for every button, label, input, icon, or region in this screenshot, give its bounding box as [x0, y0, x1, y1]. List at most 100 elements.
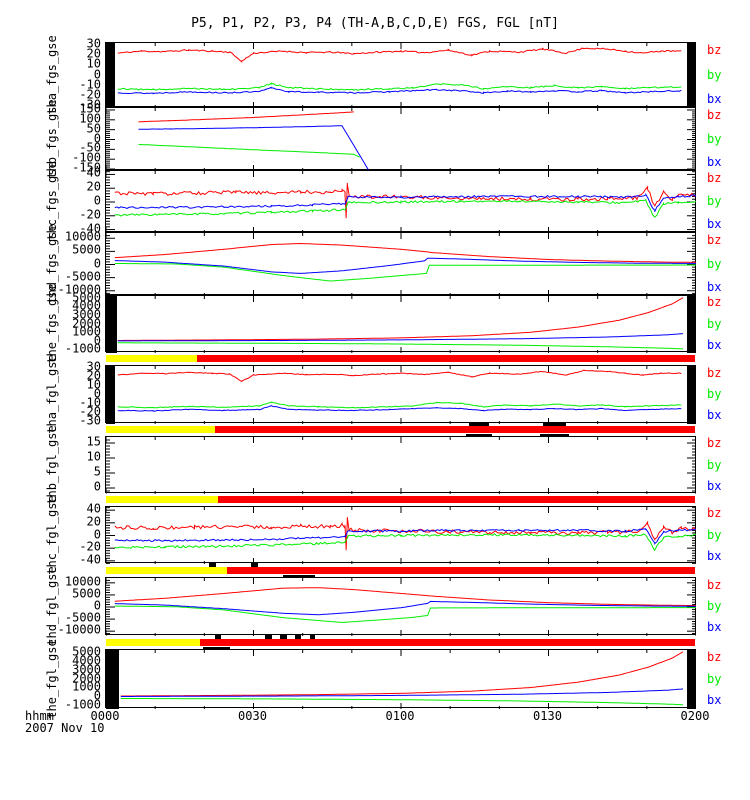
data-gap-left-bar	[106, 296, 117, 353]
quality-bar	[106, 355, 695, 362]
legend-bx: bx	[707, 279, 722, 294]
panel-the_fgs_gse	[105, 295, 696, 353]
series-bz	[138, 111, 354, 123]
y-tick-label: 3000	[72, 662, 101, 677]
series-by	[120, 698, 684, 706]
panel-plot-area	[106, 650, 696, 709]
y-tick-label: -20	[79, 539, 101, 554]
y-tick-label: 10	[86, 449, 101, 464]
y-tick-label: 0	[93, 386, 101, 401]
series-bz	[117, 297, 684, 341]
y-tick-label: -100	[72, 150, 101, 165]
x-tick-label: 0200	[680, 709, 710, 723]
data-gap-mark	[209, 563, 217, 567]
y-tick-label: 10000	[64, 574, 101, 589]
y-tick-label: -20	[79, 404, 101, 419]
series-bz	[114, 242, 696, 263]
y-tick-label: -150	[72, 160, 101, 175]
data-gap-mark	[468, 422, 490, 426]
series-by	[114, 198, 696, 218]
y-tick-label: 5000	[72, 644, 101, 659]
legend-by: by	[707, 599, 722, 613]
y-tick-label: -10000	[57, 622, 101, 637]
series-by	[114, 262, 696, 282]
y-tick-label: 0	[93, 131, 101, 145]
legend-bx: bx	[707, 154, 722, 169]
series-by	[117, 342, 684, 350]
y-tick-label: -10000	[57, 282, 101, 297]
y-tick-label: 4000	[72, 653, 101, 668]
legend-bz: bz	[707, 649, 722, 664]
panel-plot-area	[106, 437, 696, 494]
y-tick-label: -50	[79, 140, 101, 155]
data-gap-mark	[250, 563, 258, 567]
y-tick-label: 2000	[72, 316, 101, 330]
y-tick-label: 100	[79, 111, 101, 126]
series-by	[138, 143, 360, 158]
y-tick-label: 10	[86, 377, 101, 392]
x-tick-label: 0130	[533, 709, 562, 723]
legend-by: by	[707, 387, 722, 401]
series-bx	[117, 333, 684, 342]
legend-by: by	[707, 194, 722, 208]
y-axis-label: thd_fgl_gse	[45, 566, 59, 646]
y-tick-label: -40	[79, 221, 101, 236]
y-tick-label: 40	[86, 501, 101, 516]
quality-bar-yellow	[106, 496, 218, 503]
quality-bar-red	[218, 496, 695, 503]
y-tick-label: 0	[93, 598, 101, 613]
x-tick-label: 0000	[90, 709, 120, 723]
y-tick-label: 0	[93, 479, 101, 494]
data-gap-mark	[280, 635, 288, 639]
y-tick-label: 10	[86, 56, 101, 71]
y-tick-label: 10000	[64, 229, 101, 244]
legend-bx: bx	[707, 620, 722, 635]
x-axis-date-label: 2007 Nov 10	[25, 721, 105, 735]
legend-by: by	[707, 131, 722, 146]
y-tick-label: 0	[93, 193, 101, 208]
legend-bz: bz	[707, 365, 722, 380]
data-gap-left-bar	[106, 650, 119, 709]
panel-plot-area	[106, 171, 696, 233]
y-tick-label: -1000	[64, 697, 101, 712]
y-tick-label: 1000	[72, 679, 101, 694]
panel-thd_fgl_gse	[105, 577, 696, 636]
y-tick-label: 40	[86, 165, 101, 180]
y-tick-label: 150	[79, 101, 101, 116]
data-gap-mark	[309, 635, 316, 639]
data-gap-left-bar	[106, 366, 115, 424]
panel-plot-area	[106, 296, 696, 353]
panel-thd_fgs_gse	[105, 232, 696, 296]
plot-title: P5, P1, P2, P3, P4 (TH-A,B,C,D,E) FGS, F…	[191, 16, 559, 31]
quality-bar	[106, 639, 695, 646]
y-tick-label: 2000	[72, 671, 101, 685]
y-tick-label: 20	[86, 46, 101, 61]
series-bz	[117, 47, 682, 64]
panel-plot-area	[106, 233, 696, 296]
panel-thb_fgl_gse	[105, 436, 696, 494]
series-bx	[114, 600, 696, 616]
y-tick-label: -5000	[64, 269, 101, 284]
legend-bz: bz	[707, 171, 722, 186]
quality-bar	[106, 426, 695, 433]
series-by	[114, 605, 696, 624]
x-tick-label: 0030	[238, 709, 267, 723]
y-tick-label: -5000	[64, 610, 101, 625]
quality-bar-red	[227, 567, 695, 574]
y-tick-label: 0	[93, 688, 101, 703]
legend-by: by	[707, 671, 722, 686]
legend-by: by	[707, 67, 722, 82]
y-axis-label: the_fgs_gse	[45, 283, 59, 364]
panel-tha_fgl_gse	[105, 365, 696, 424]
y-tick-label: 30	[86, 359, 101, 374]
x-axis-unit-label: hhmm	[25, 709, 54, 723]
quality-bar-red	[215, 426, 695, 433]
y-tick-label: 0	[93, 256, 101, 270]
y-tick-label: 20	[86, 368, 101, 383]
y-tick-label: -10	[79, 77, 101, 92]
y-tick-label: -40	[79, 552, 101, 567]
y-tick-label: 5000	[72, 242, 101, 257]
legend-bz: bz	[707, 233, 722, 248]
data-gap-right-bar	[687, 650, 696, 709]
legend-by: by	[707, 457, 722, 472]
